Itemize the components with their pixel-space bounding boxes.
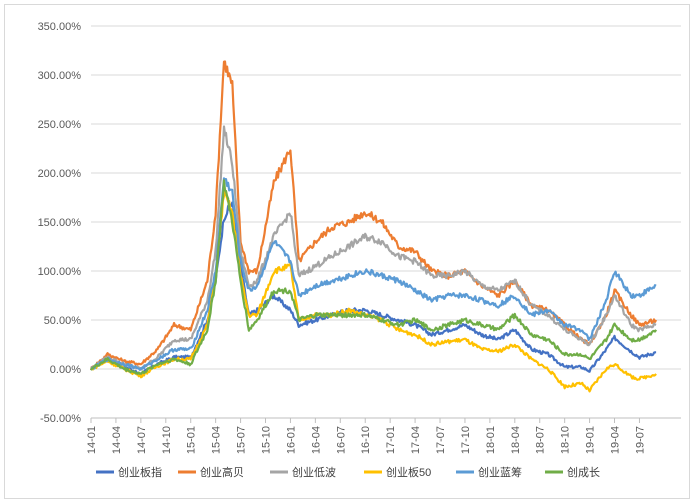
legend-label: 创业板50 — [386, 465, 431, 479]
x-tick-label: 19-07 — [634, 426, 646, 454]
x-tick-label: 16-01 — [285, 426, 297, 454]
x-tick-label: 17-04 — [410, 426, 422, 454]
legend-label: 创业低波 — [292, 466, 336, 479]
x-tick-label: 18-07 — [535, 426, 547, 454]
legend-label: 创成长 — [567, 466, 600, 479]
chart-frame — [4, 4, 690, 499]
series-line — [89, 60, 658, 371]
y-tick-label: 50.00% — [44, 315, 82, 327]
series-line — [90, 201, 657, 376]
x-tick-label: 14-04 — [111, 426, 123, 454]
x-tick-label: 14-01 — [86, 426, 98, 454]
series-line — [90, 179, 658, 375]
series-line — [90, 177, 657, 371]
x-tick-label: 15-07 — [236, 426, 248, 454]
x-tick-label: 14-10 — [161, 426, 173, 454]
x-tick-label: 14-07 — [136, 426, 148, 454]
x-tick-label: 17-10 — [460, 426, 472, 454]
y-tick-label: 350.00% — [38, 21, 82, 33]
x-tick-label: 15-04 — [211, 426, 223, 454]
x-tick-label: 16-07 — [335, 426, 347, 454]
x-tick-label: 18-01 — [485, 426, 497, 454]
x-tick-label: 17-07 — [435, 426, 447, 454]
x-tick-label: 16-04 — [310, 426, 322, 454]
y-tick-label: 300.00% — [38, 70, 82, 82]
y-tick-label: 100.00% — [38, 266, 82, 278]
y-tick-label: -50.00% — [40, 413, 81, 425]
series-line — [90, 125, 657, 371]
x-tick-label: 18-04 — [510, 426, 522, 454]
y-tick-label: 200.00% — [38, 168, 82, 180]
x-tick-label: 18-10 — [560, 426, 572, 454]
y-tick-label: 250.00% — [38, 119, 82, 131]
x-tick-label: 17-01 — [385, 426, 397, 454]
legend-label: 创业板指 — [118, 465, 162, 479]
legend-label: 创业高贝 — [200, 465, 244, 479]
x-tick-label: 15-01 — [186, 426, 198, 454]
x-tick-label: 19-01 — [585, 426, 597, 454]
x-tick-label: 15-10 — [261, 426, 273, 454]
y-tick-label: 150.00% — [38, 217, 82, 229]
x-tick-label: 16-10 — [360, 426, 372, 454]
y-tick-label: 0.00% — [50, 364, 81, 376]
x-tick-label: 19-04 — [610, 426, 622, 454]
legend-label: 创业蓝筹 — [478, 465, 522, 479]
